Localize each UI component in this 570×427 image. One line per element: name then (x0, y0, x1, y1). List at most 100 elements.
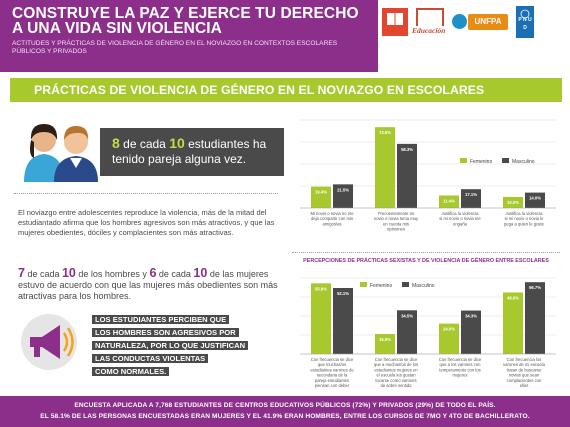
data-label-masculino: 34.3% (465, 314, 477, 319)
data-label-masculino: 17.1% (465, 192, 477, 197)
category-label: Frecuentemente mi (378, 211, 414, 216)
unicef-globe-icon (452, 14, 467, 29)
category-label: pareja estudiantes (315, 378, 349, 383)
bar-femenino (311, 186, 331, 208)
data-label-masculino: 56.7% (529, 285, 541, 290)
building-icon (416, 8, 444, 26)
legend-label-femenino: Femenino (470, 159, 492, 165)
category-label: estudiantes mujeres en (374, 367, 418, 372)
category-label: complacientes con (507, 378, 542, 383)
category-label: Con frecuencia los (507, 357, 542, 362)
bar-femenino (439, 195, 459, 208)
category-label: temperamento con los (439, 367, 480, 372)
category-label: varones de mi escuela (503, 362, 546, 367)
category-label: si mi novio o novia le (505, 216, 545, 221)
category-label: de sobre sentido (381, 383, 413, 388)
category-label: Justifica la violencia (441, 211, 479, 216)
megaphone-icon (21, 314, 77, 370)
data-label-femenino: 15.8% (379, 337, 391, 342)
category-label: ellos (520, 383, 529, 388)
data-label-femenino: 55.8% (315, 286, 327, 291)
footer: ENCUESTA APLICADA A 7,768 ESTUDIANTES DE… (0, 396, 570, 427)
category-label: deja compartir con mis (311, 216, 353, 221)
divider (292, 252, 560, 253)
students-illustration (24, 124, 98, 182)
category-label: piensan con deber (315, 383, 350, 388)
category-label: Con frecuencia se dice (439, 357, 482, 362)
divider (14, 193, 278, 194)
bar-femenino (503, 292, 523, 354)
category-label: Justifica la violencia (505, 211, 543, 216)
bar-masculino (397, 143, 417, 208)
category-label: Mi novio o novia no me (310, 211, 354, 216)
bar-femenino (311, 283, 331, 354)
category-label: mujeres (453, 373, 468, 378)
chart-practicas: Femenino Masculino 19.4% 21.5% Mi novio o no… (300, 119, 556, 232)
category-label: que a muchas/os de los (374, 362, 418, 367)
category-label: el escuela les gustan (376, 373, 416, 378)
ministerio-educacion-logo: Educación (412, 8, 448, 36)
category-label: en cuenta mis (383, 221, 409, 226)
bar-femenino (503, 197, 523, 208)
logos-bar: Educación UNFPA P N U D (378, 0, 570, 72)
legend-swatch-femenino (460, 158, 467, 163)
stat-number-1: 8 (112, 135, 120, 151)
bar-femenino (375, 333, 395, 354)
data-label-masculino: 14.0% (529, 196, 541, 201)
data-label-femenino: 10.0% (507, 200, 519, 205)
bar-masculino (525, 282, 545, 354)
category-label: novio o novia toma muy (374, 216, 419, 221)
category-label: estudiantes varones de (310, 367, 354, 372)
category-label: tocarse como varones (375, 378, 416, 383)
bar-masculino (461, 189, 481, 208)
category-label: que muchas/os (318, 362, 346, 367)
category-label: Con frecuencia se dice (311, 357, 354, 362)
stat-number-2: 10 (169, 135, 185, 151)
bar-masculino (525, 192, 545, 208)
footer-line-2: EL 58.1% DE LAS PERSONAS ENCUESTADAS ERA… (40, 413, 530, 420)
legend-swatch-masculino (402, 282, 409, 287)
bar-masculino (333, 184, 353, 208)
data-label-femenino: 73.5% (379, 130, 391, 135)
un-emblem-icon (520, 9, 530, 19)
data-label-masculino: 34.5% (401, 313, 413, 318)
data-label-femenino: 19.4% (315, 190, 327, 195)
category-label: secundaria de la (317, 373, 348, 378)
paragraph-stats: 7 de cada 10 de los hombres y 6 de cada … (18, 266, 278, 301)
bar-masculino (397, 310, 417, 354)
category-label: si mi novio o novia me (439, 216, 481, 221)
legend-label-femenino: Femenino (370, 283, 392, 289)
data-label-masculino: 21.5% (337, 187, 349, 192)
legend-swatch-femenino (360, 282, 367, 287)
data-label-femenino: 24.0% (443, 327, 455, 332)
legend-label-masculino: Masculino (512, 159, 535, 165)
category-label: tratan de buscarse (507, 367, 542, 372)
category-label: que a los varones con (440, 362, 482, 367)
bar-femenino (375, 127, 395, 208)
data-label-masculino: 58.3% (401, 147, 413, 152)
stat-rest: estudiantes ha tenido pareja alguna vez. (112, 137, 267, 166)
legend-swatch-masculino (502, 158, 509, 163)
section-banner: PRÁCTICAS DE VIOLENCIA DE GÉNERO EN EL N… (10, 78, 562, 102)
chart-percepciones: Femenino Masculino 55.8% 52.1% Con frecuenci… (300, 277, 556, 388)
stat-mid: de cada (123, 137, 166, 151)
section-title: PRÁCTICAS DE VIOLENCIA DE GÉNERO EN EL N… (34, 83, 485, 97)
data-label-femenino: 48.6% (507, 295, 519, 300)
footer-line-1: ENCUESTA APLICADA A 7,768 ESTUDIANTES DE… (74, 402, 496, 409)
bar-masculino (333, 288, 353, 354)
page-subtitle: ACTITUDES Y PRÁCTICAS DE VIOLENCIA DE GÉ… (12, 40, 338, 55)
page-title: CONSTRUYE LA PAZ Y EJERCE TU DERECHO A U… (12, 5, 359, 37)
bar-masculino (461, 310, 481, 354)
stat-bubble: 8 de cada 10 estudiantes ha tenido parej… (100, 128, 284, 176)
category-label: engaña (453, 221, 468, 226)
category-label: Con frecuencia se dice (375, 357, 418, 362)
data-label-femenino: 11.4% (443, 198, 455, 203)
category-label: novias que sean (509, 373, 540, 378)
bar-femenino (439, 323, 459, 354)
data-label-masculino: 52.1% (337, 291, 349, 296)
callout-text: LOS ESTUDIANTES PERCIBEN QUE LOS HOMBRES… (92, 312, 288, 376)
paragraph-intro: El noviazgo entre adolescentes reproduce… (18, 208, 275, 237)
legend-label-masculino: Masculino (412, 283, 435, 289)
category-label: pega a quien le guste (504, 221, 545, 226)
category-label: amigos/as (322, 221, 341, 226)
